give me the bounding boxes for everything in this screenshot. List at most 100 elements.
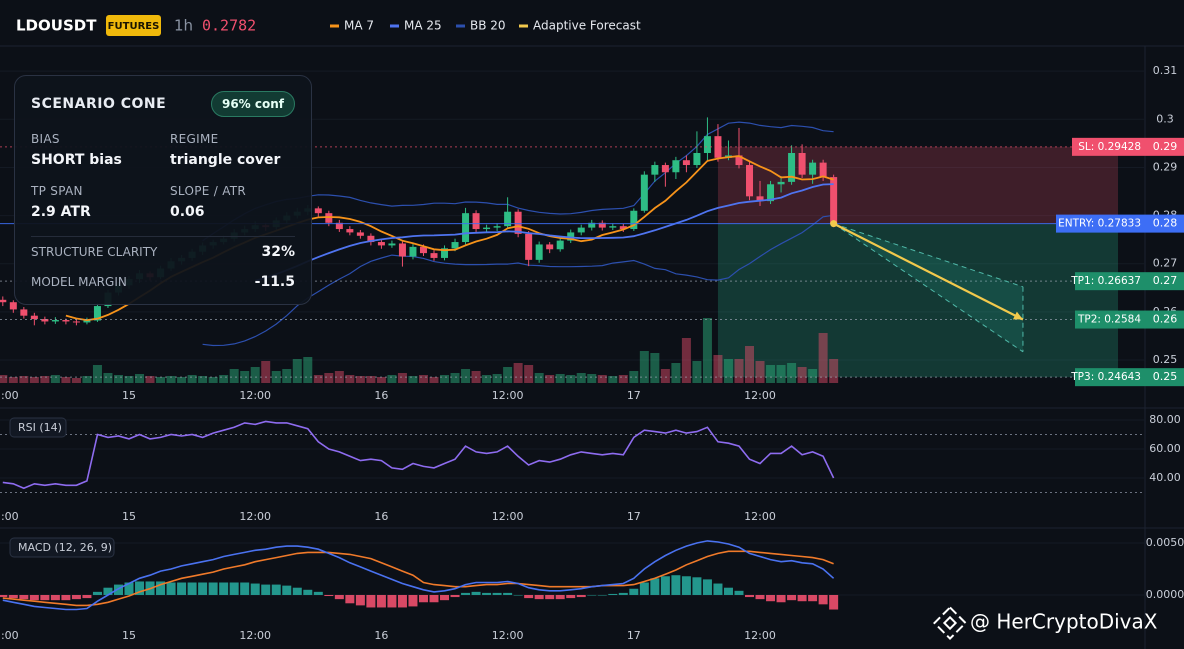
volume-bar xyxy=(829,359,839,383)
volume-bar xyxy=(755,361,765,383)
watermark-text: @ HerCryptoDivaX xyxy=(970,610,1158,634)
volume-bar xyxy=(355,376,365,383)
legend-label: Adaptive Forecast xyxy=(533,19,641,33)
candle-body xyxy=(72,321,80,323)
candle-body xyxy=(93,306,101,321)
level-label: TP2: 0.2584 xyxy=(1077,314,1141,326)
volume-bar xyxy=(219,375,229,383)
candle-body xyxy=(661,165,669,173)
macd-histogram-bar xyxy=(366,594,376,608)
volume-bar xyxy=(103,373,113,383)
x-tick-label: 16 xyxy=(374,629,388,642)
y-tick-label: 60.00 xyxy=(1149,442,1181,455)
volume-bar xyxy=(29,377,39,383)
macd-histogram-bar xyxy=(408,594,418,607)
volume-bar xyxy=(461,369,471,383)
volume-bar xyxy=(313,375,323,383)
volume-bar xyxy=(745,346,755,383)
x-tick-label: 15 xyxy=(122,510,136,523)
macd-histogram-bar xyxy=(587,594,597,596)
x-tick-label: 12:00 xyxy=(492,389,524,402)
volume-bar xyxy=(92,365,102,383)
macd-histogram-bar xyxy=(429,594,439,603)
level-tag xyxy=(1075,368,1184,387)
macd-histogram-bar xyxy=(261,584,271,595)
macd-histogram-bar xyxy=(787,594,797,601)
macd-histogram-bar xyxy=(135,581,145,595)
macd-histogram-bar xyxy=(219,582,229,595)
badge: FUTURES xyxy=(108,21,160,32)
macd-histogram-bar xyxy=(397,594,407,608)
volume-bar xyxy=(366,376,376,383)
macd-histogram-bar xyxy=(681,576,691,595)
candle-body xyxy=(430,253,438,258)
volume-bar xyxy=(808,369,818,383)
volume-bar xyxy=(660,369,670,383)
candle-body xyxy=(472,213,480,230)
volume-bar xyxy=(692,361,702,383)
volume-bar xyxy=(166,376,176,383)
macd-histogram-bar xyxy=(808,594,818,602)
candle-body xyxy=(419,246,427,254)
confidence-badge: 96% conf xyxy=(210,91,295,117)
macd-histogram-bar xyxy=(124,582,134,595)
x-tick-label: 12:00 xyxy=(239,510,271,523)
candle-body xyxy=(830,177,838,224)
x-tick-label: 12:00 xyxy=(239,629,271,642)
candle-body xyxy=(325,213,333,223)
level-label: TP3: 0.24643 xyxy=(1070,371,1141,383)
volume-bar xyxy=(156,377,166,383)
volume-bar xyxy=(482,375,492,383)
macd-histogram-bar xyxy=(818,594,828,605)
metric: MODEL MARGIN -11.5 xyxy=(31,267,295,297)
volume-bar xyxy=(71,378,81,383)
macd-histogram-bar xyxy=(608,593,618,595)
volume-bar xyxy=(503,367,513,383)
volume-bar xyxy=(418,375,428,383)
volume-bar xyxy=(8,377,18,383)
macd-histogram-bar xyxy=(8,594,18,599)
macd-histogram-bar xyxy=(660,576,670,595)
macd-histogram-bar xyxy=(156,581,166,595)
metric-label: MODEL MARGIN xyxy=(31,275,127,289)
x-tick-label: 12:00 xyxy=(744,389,776,402)
candle-body xyxy=(577,227,585,233)
field-label: TP SPAN xyxy=(31,184,83,198)
candle-body xyxy=(756,196,764,202)
macd-histogram-bar xyxy=(303,589,313,595)
candle-body xyxy=(409,246,417,257)
y-tick-label: 0.25 xyxy=(1153,353,1178,366)
candle-body xyxy=(609,226,617,228)
legend-label: MA 7 xyxy=(344,19,374,33)
field-label: REGIME xyxy=(170,132,219,146)
interval: 1h xyxy=(174,17,193,35)
volume-bar xyxy=(671,363,681,383)
metric: STRUCTURE CLARITY 32% xyxy=(31,236,295,267)
candle-body xyxy=(451,242,459,249)
volume-bar xyxy=(524,365,534,383)
x-tick-label: 12:00 xyxy=(0,389,19,402)
candle-body xyxy=(9,302,17,310)
badge-bg xyxy=(106,15,161,36)
y-tick-label: 40.00 xyxy=(1149,471,1181,484)
metric-label: STRUCTURE CLARITY xyxy=(31,245,158,259)
x-tick-label: 12:00 xyxy=(744,510,776,523)
macd-histogram-bar xyxy=(555,594,565,600)
y-tick-label: 0.3 xyxy=(1156,112,1174,125)
macd-histogram-bar xyxy=(82,594,92,599)
macd-histogram-bar xyxy=(229,582,239,595)
candle-body xyxy=(83,320,91,323)
level-axis-label: 0.26 xyxy=(1153,313,1178,326)
field: BIAS SHORT bias xyxy=(31,132,161,168)
candle-body xyxy=(746,165,754,197)
macd-histogram-bar xyxy=(650,578,660,595)
macd-histogram-bar xyxy=(61,594,71,601)
candle-body xyxy=(546,244,554,250)
stop-zone xyxy=(717,146,1118,224)
x-tick-label: 12:00 xyxy=(239,389,271,402)
target-zone xyxy=(717,223,1118,378)
volume-bar xyxy=(787,363,797,383)
x-tick-label: 17 xyxy=(627,629,641,642)
last-price: 0.2782 xyxy=(202,17,256,35)
x-tick-label: 12:00 xyxy=(492,510,524,523)
